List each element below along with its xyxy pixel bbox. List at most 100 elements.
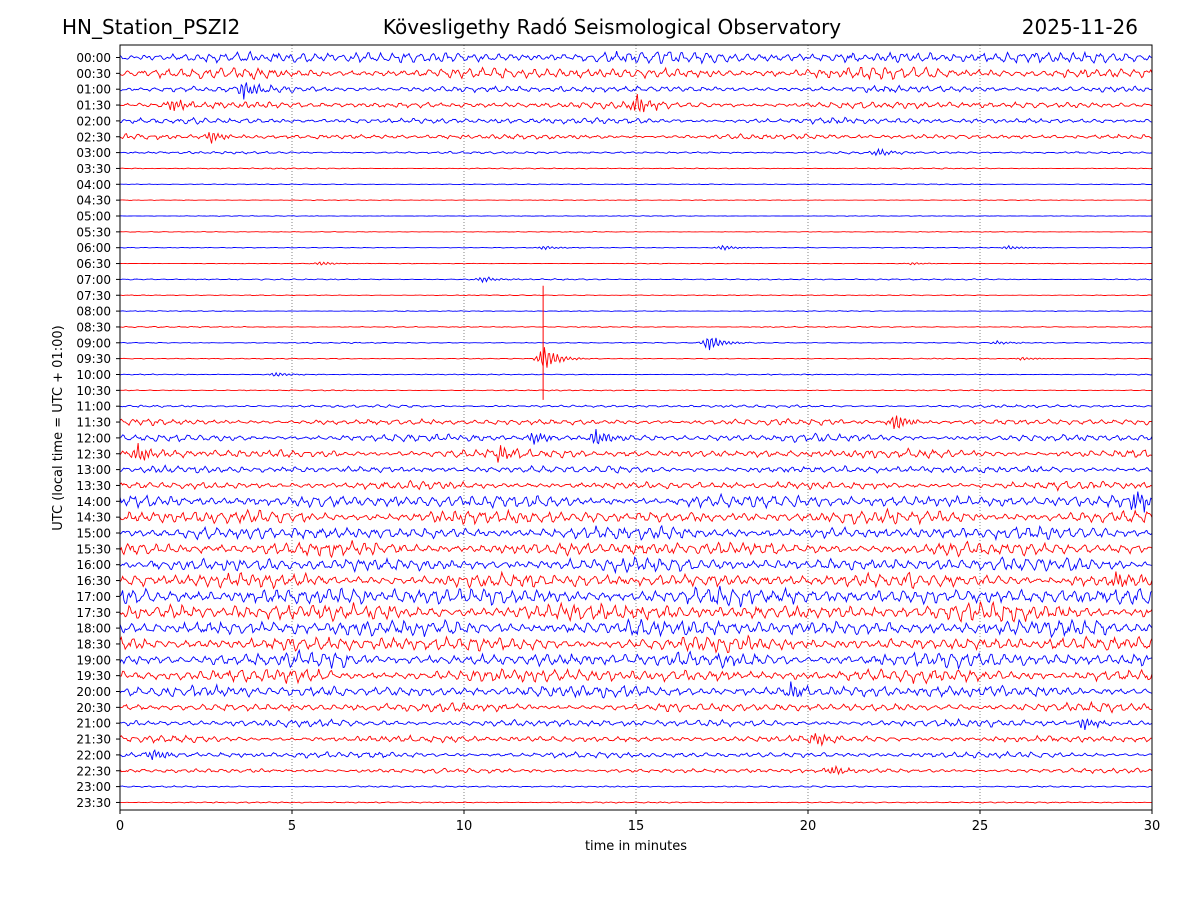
- seismogram-trace: [119, 491, 1153, 513]
- y-tick-label: 23:30: [76, 796, 111, 810]
- x-tick-label: 25: [972, 819, 989, 834]
- x-axis-ticks: 0 5 10 15 20 25 30: [116, 810, 1160, 834]
- seismogram-trace: [119, 66, 1153, 81]
- y-tick-label: 00:30: [76, 67, 111, 81]
- seismogram-trace: [120, 325, 1153, 329]
- seismogram-trace: [119, 183, 1153, 186]
- y-tick-label: 17:30: [76, 606, 111, 620]
- seismogram-trace: [119, 429, 1153, 445]
- y-tick-label: 09:00: [76, 336, 111, 350]
- y-tick-label: 04:30: [76, 194, 111, 208]
- seismogram-trace: [120, 667, 1153, 685]
- y-tick-label: 21:00: [76, 717, 111, 731]
- seismogram-trace: [119, 464, 1153, 474]
- seismogram-trace: [119, 634, 1153, 654]
- seismogram-trace: [119, 585, 1153, 608]
- y-tick-label: 10:00: [76, 368, 111, 382]
- seismogram-trace: [120, 294, 1153, 297]
- y-tick-label: 23:00: [76, 780, 111, 794]
- y-tick-label: 10:30: [76, 384, 111, 398]
- y-tick-label: 08:00: [76, 305, 111, 319]
- y-tick-label: 06:00: [76, 241, 111, 255]
- y-tick-label: 16:00: [76, 558, 111, 572]
- seismogram-trace: [119, 147, 1153, 157]
- seismogram-trace: [119, 801, 1152, 804]
- seismogram-trace: [119, 600, 1153, 623]
- y-tick-label: 08:30: [76, 320, 111, 334]
- seismogram-trace: [119, 556, 1153, 575]
- y-tick-label: 13:30: [76, 479, 111, 493]
- chart-date: 2025-11-26: [1021, 15, 1138, 39]
- y-tick-label: 05:30: [76, 225, 111, 239]
- y-tick-label: 22:30: [76, 764, 111, 778]
- x-tick-label: 20: [800, 819, 817, 834]
- seismogram-trace: [119, 648, 1153, 671]
- y-tick-label: 14:00: [76, 495, 111, 509]
- chart-title: Kövesligethy Radó Seismological Observat…: [382, 15, 842, 39]
- y-tick-label: 12:00: [76, 431, 111, 445]
- y-tick-label: 11:30: [76, 416, 111, 430]
- x-tick-label: 15: [628, 819, 645, 834]
- x-tick-label: 10: [456, 819, 473, 834]
- seismogram-trace: [119, 617, 1153, 639]
- y-tick-label: 20:00: [76, 685, 111, 699]
- seismogram-trace: [119, 442, 1153, 463]
- vertical-grid: [291, 45, 981, 810]
- seismogram-trace: [119, 244, 1152, 251]
- y-tick-label: 16:30: [76, 574, 111, 588]
- seismogram-trace: [119, 167, 1153, 170]
- seismogram-trace: [120, 389, 1152, 392]
- y-tick-label: 22:00: [76, 748, 111, 762]
- seismogram-trace: [119, 764, 1153, 776]
- y-tick-label: 07:30: [76, 289, 111, 303]
- seismogram-trace: [119, 540, 1153, 559]
- seismogram-trace: [119, 749, 1153, 761]
- y-tick-label: 19:00: [76, 653, 111, 667]
- y-tick-label: 03:30: [76, 162, 111, 176]
- seismogram-trace: [119, 479, 1153, 492]
- y-tick-label: 04:00: [76, 178, 111, 192]
- y-tick-label: 15:30: [76, 542, 111, 556]
- seismogram-trace: [119, 116, 1153, 125]
- y-tick-label: 15:00: [76, 527, 111, 541]
- seismogram-trace: [119, 215, 1152, 217]
- seismogram-trace: [119, 50, 1153, 65]
- seismogram-trace: [119, 231, 1153, 233]
- seismogram-trace: [119, 310, 1153, 312]
- y-tick-label: 02:00: [76, 114, 111, 128]
- y-tick-label: 20:30: [76, 701, 111, 715]
- seismogram-trace: [119, 415, 1153, 429]
- y-tick-label: 12:30: [76, 447, 111, 461]
- seismogram-trace: [120, 700, 1153, 714]
- seismogram-trace: [119, 524, 1153, 542]
- seismogram-trace: [119, 404, 1152, 409]
- seismogram-trace: [119, 337, 1153, 351]
- y-tick-label: 21:30: [76, 733, 111, 747]
- seismogram-trace: [119, 507, 1153, 526]
- y-tick-label: 06:30: [76, 257, 111, 271]
- y-tick-label: 03:00: [76, 146, 111, 160]
- seismogram-trace: [119, 94, 1153, 113]
- y-tick-label: 11:00: [76, 400, 111, 414]
- y-tick-label: 19:30: [76, 669, 111, 683]
- seismogram-trace: [120, 261, 1152, 266]
- seismogram-trace: [119, 347, 1153, 368]
- seismogram-trace: [120, 785, 1153, 788]
- y-tick-label: 18:30: [76, 637, 111, 651]
- seismogram-trace: [119, 132, 1153, 144]
- x-tick-label: 0: [116, 819, 124, 834]
- y-axis-label: UTC (local time = UTC + 01:00): [51, 325, 66, 530]
- x-axis-label: time in minutes: [585, 839, 687, 854]
- seismogram-trace: [119, 371, 1153, 377]
- y-tick-label: 07:00: [76, 273, 111, 287]
- seismogram-trace: [119, 681, 1153, 699]
- y-tick-label: 13:00: [76, 463, 111, 477]
- y-tick-label: 02:30: [76, 130, 111, 144]
- seismogram-trace: [119, 276, 1153, 284]
- y-tick-label: 14:30: [76, 511, 111, 525]
- seismogram-trace: [120, 82, 1153, 100]
- seismogram-trace: [119, 733, 1152, 747]
- y-tick-label: 05:00: [76, 210, 111, 224]
